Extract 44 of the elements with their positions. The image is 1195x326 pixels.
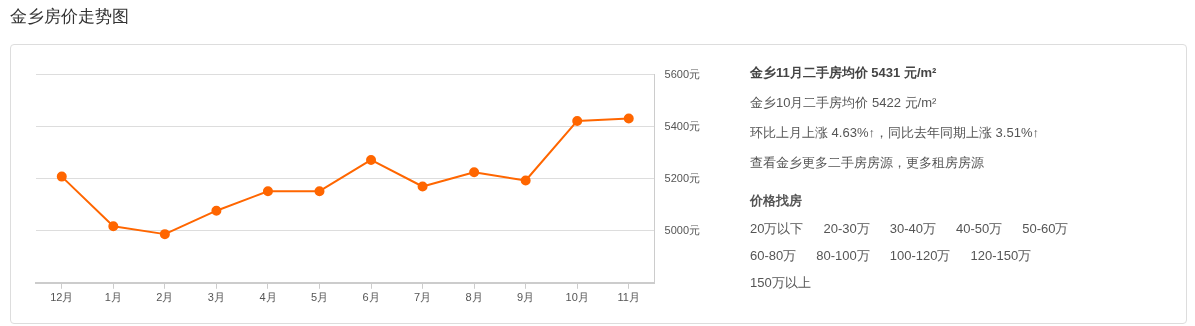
point [366, 154, 377, 165]
x-tick-label: 9月 [517, 291, 535, 304]
text: 20万以下 [750, 220, 804, 238]
x-tick-label: 7月 [414, 291, 432, 304]
y-tick-label: 5600元 [664, 67, 701, 80]
x-tick-label: 2月 [156, 291, 174, 304]
text: 120-150万 [970, 247, 1032, 265]
x-tick-label: 8月 [465, 291, 483, 304]
point [572, 115, 583, 126]
y-tick-label: 5400元 [664, 119, 701, 132]
point [56, 171, 67, 182]
chart-title: 金乡房价走势图 [10, 6, 129, 28]
point [159, 229, 170, 240]
text: 查看金乡更多二手房房源，更多租房房源 [750, 154, 985, 172]
text: 40-50万 [955, 220, 1003, 238]
point [314, 186, 325, 197]
text: 150万以上 [750, 274, 811, 292]
point [211, 205, 222, 216]
text: 30-40万 [889, 220, 936, 238]
text: 价格找房 [750, 192, 803, 210]
text: 20-30万 [823, 220, 870, 238]
x-tick-label: 11月 [617, 291, 640, 304]
point [520, 175, 531, 186]
point [417, 181, 428, 192]
text: 金乡11月二手房均价 5431 元/m² [750, 64, 938, 82]
x-tick-label: 12月 [50, 291, 74, 304]
x-tick-label: 1月 [104, 291, 122, 304]
y-tick-label: 5200元 [664, 171, 701, 184]
x-tick-label: 6月 [362, 291, 380, 304]
text: 50-60万 [1022, 220, 1069, 238]
point [469, 167, 480, 178]
text: 金乡10月二手房均价 5422 元/m² [750, 94, 938, 112]
x-tick-label: 5月 [310, 291, 329, 304]
point [108, 221, 119, 232]
x-tick-label: 3月 [207, 291, 225, 304]
text: 环比上月上涨 4.63%↑，同比去年同期上涨 3.51%↑ [750, 124, 1040, 142]
x-tick-label: 4月 [259, 291, 277, 304]
text: 60-80万 [750, 247, 797, 265]
x-tick-label: 10月 [565, 291, 589, 304]
text: 100-120万 [889, 247, 951, 265]
point [623, 113, 634, 124]
text: 80-100万 [816, 247, 870, 265]
y-tick-label: 5000元 [664, 223, 701, 236]
point [262, 186, 273, 197]
